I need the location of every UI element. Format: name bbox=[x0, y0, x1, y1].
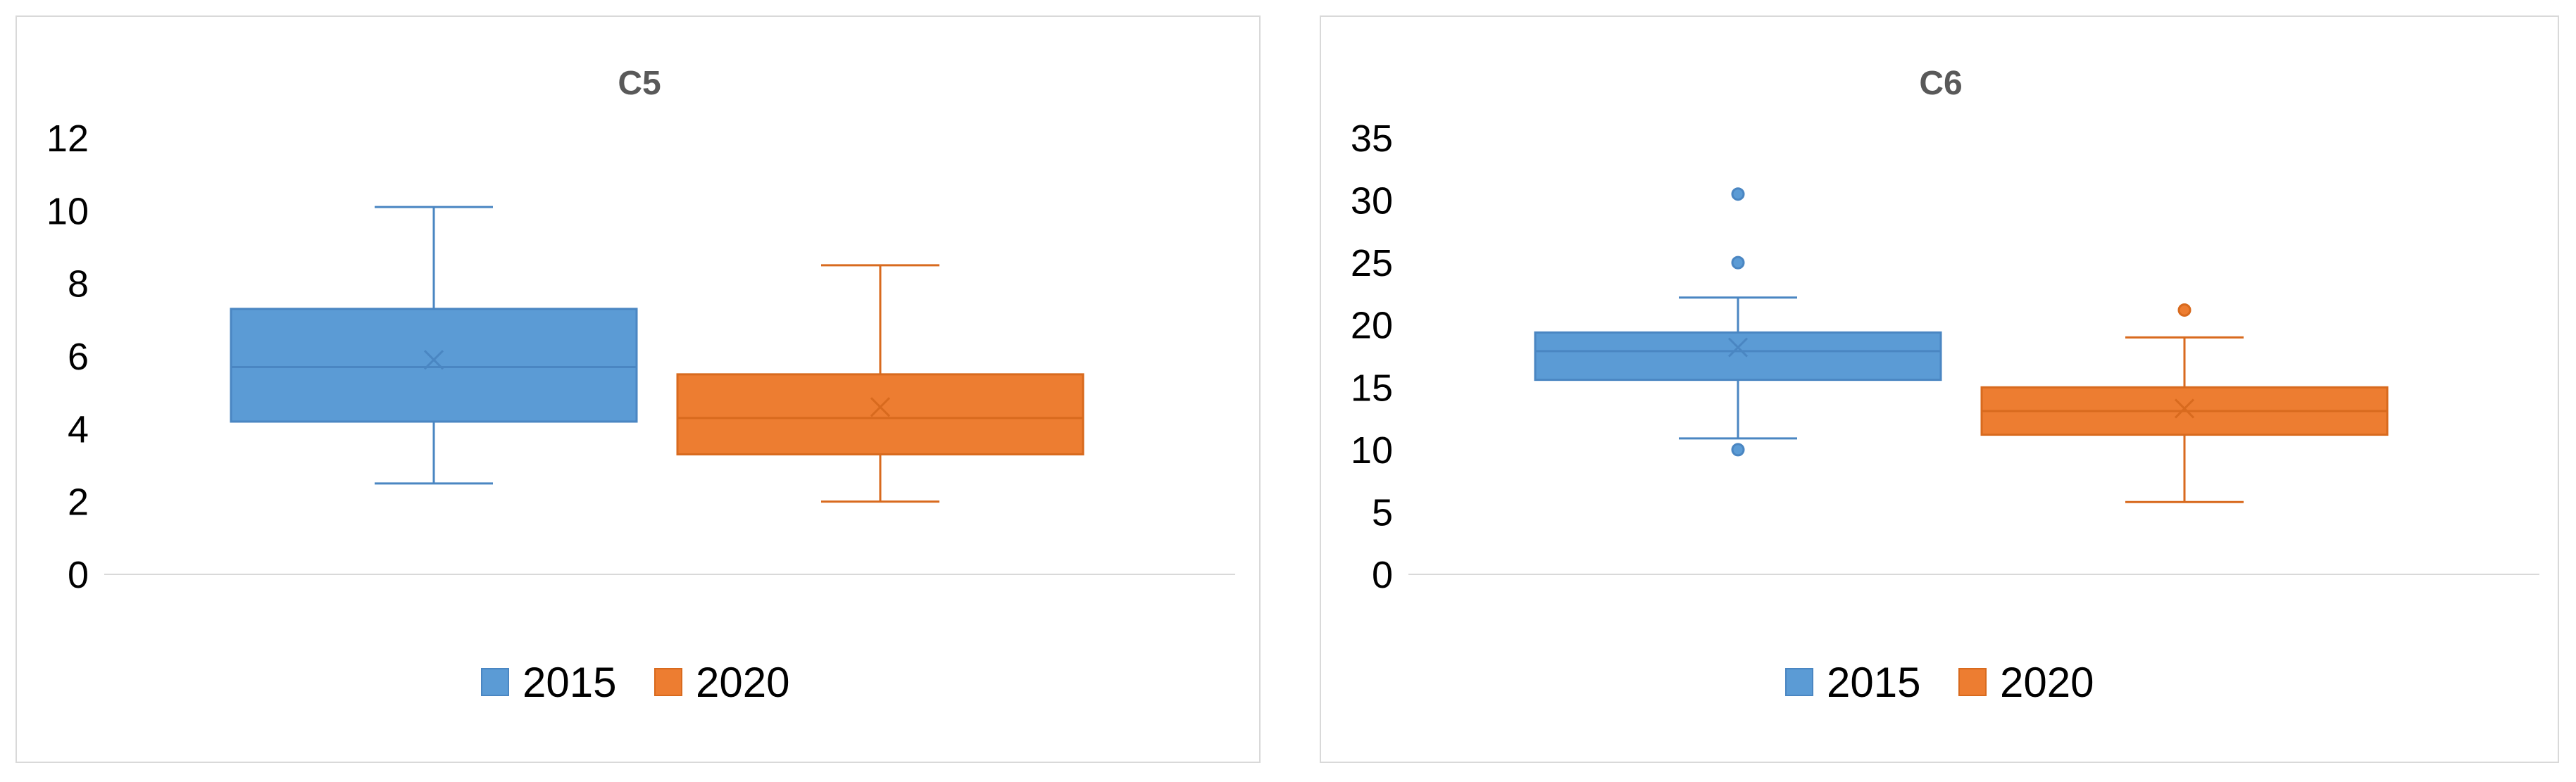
y-tick-label: 0 bbox=[1372, 554, 1393, 596]
y-tick-label: 8 bbox=[68, 263, 89, 305]
y-tick-label: 2 bbox=[68, 481, 89, 524]
y-tick-label: 5 bbox=[1372, 491, 1393, 534]
legend-label: 2015 bbox=[1827, 659, 1920, 706]
y-tick-label: 15 bbox=[1351, 367, 1393, 409]
y-tick-label: 0 bbox=[68, 554, 89, 596]
outlier-point bbox=[1731, 256, 1745, 270]
box-2015 bbox=[1534, 331, 1942, 381]
legend-swatch-2015 bbox=[481, 668, 509, 696]
chart-title: C6 bbox=[1919, 65, 1962, 102]
legend-swatch-2015 bbox=[1785, 668, 1813, 696]
y-tick-label: 10 bbox=[46, 190, 89, 232]
outlier-point bbox=[1731, 443, 1745, 457]
y-tick-label: 20 bbox=[1351, 305, 1393, 347]
box-2015 bbox=[230, 308, 638, 423]
chart-panel-c6: C6 0 5 10 15 20 25 30 35 2015 2020 bbox=[1320, 15, 2559, 763]
box-2020 bbox=[676, 373, 1084, 456]
outlier-point bbox=[2177, 303, 2192, 317]
legend-label: 2020 bbox=[696, 659, 789, 706]
y-tick-label: 30 bbox=[1351, 180, 1393, 222]
y-tick-label: 10 bbox=[1351, 429, 1393, 472]
legend-swatch-2020 bbox=[654, 668, 682, 696]
y-tick-label: 12 bbox=[46, 118, 89, 160]
legend-label: 2020 bbox=[2000, 659, 2094, 706]
y-tick-label: 35 bbox=[1351, 118, 1393, 160]
box-plot-c5: C5 0 2 4 6 8 10 12 2015 2020 bbox=[46, 65, 1235, 706]
y-tick-label: 25 bbox=[1351, 242, 1393, 284]
legend-label: 2015 bbox=[523, 659, 616, 706]
box-plot-c6: C6 0 5 10 15 20 25 30 35 2015 2020 bbox=[1351, 65, 2539, 706]
y-tick-label: 6 bbox=[68, 336, 89, 378]
y-tick-label: 4 bbox=[68, 408, 89, 450]
legend-swatch-2020 bbox=[1958, 668, 1987, 696]
mean-marker bbox=[423, 350, 444, 370]
outlier-point bbox=[1731, 187, 1745, 201]
mean-marker bbox=[870, 397, 891, 417]
mean-marker bbox=[1727, 337, 1749, 358]
chart-title: C5 bbox=[618, 65, 661, 102]
chart-panel-c5: C5 0 2 4 6 8 10 12 2015 2020 bbox=[15, 15, 1261, 763]
mean-marker bbox=[2174, 398, 2195, 419]
